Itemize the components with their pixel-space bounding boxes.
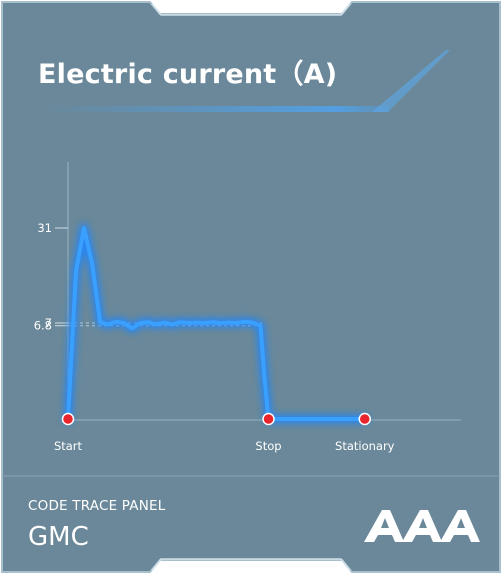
y-tick-label: 7 — [45, 316, 52, 330]
x-tick-label-stop: Stop — [255, 439, 281, 453]
y-tick-label: 31 — [37, 221, 52, 235]
chart-title: Electric current（A) — [38, 59, 338, 90]
panel-footer-value: GMC — [28, 522, 89, 552]
y-tick-label: 6.8 — [34, 319, 52, 333]
x-tick-label-stationary: Stationary — [335, 439, 395, 453]
brand-logo — [364, 510, 480, 542]
series-line-0 — [66, 226, 367, 421]
x-tick-label-start: Start — [54, 439, 83, 453]
point-marker-start — [61, 412, 75, 426]
point-marker-stop — [262, 412, 275, 426]
panel-footer-label: CODE TRACE PANEL — [28, 498, 166, 514]
point-marker-stationary — [358, 412, 372, 426]
